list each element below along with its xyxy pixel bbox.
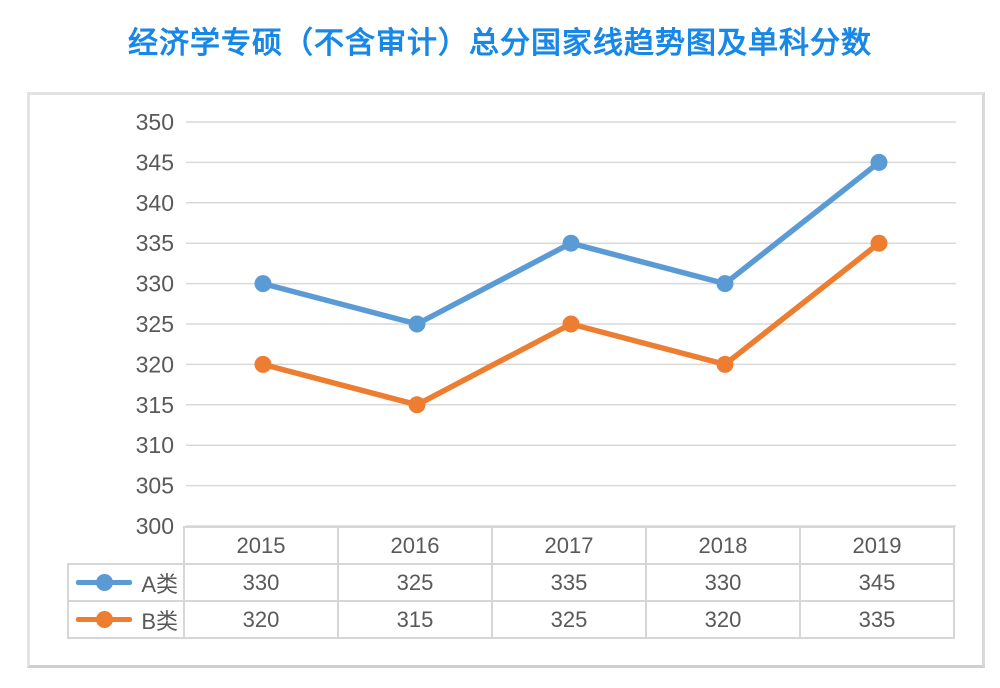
- series-a-label: A类: [141, 571, 178, 597]
- table-cell: 330: [645, 563, 801, 602]
- table-cell: 315: [337, 600, 493, 639]
- year-header: 2015: [183, 526, 339, 565]
- data-point-B类-2018: [716, 355, 734, 373]
- table-cell: 320: [183, 600, 339, 639]
- year-header: 2016: [337, 526, 493, 565]
- table-cell: 325: [491, 600, 647, 639]
- legend-cell-series-a: A类: [67, 563, 185, 602]
- table-header-row: 2015 2016 2017 2018 2019: [68, 526, 955, 565]
- y-axis-tick-label: 350: [136, 109, 174, 135]
- data-point-B类-2017: [562, 315, 580, 333]
- y-axis-tick-label: 325: [136, 311, 174, 337]
- data-point-B类-2016: [408, 396, 426, 414]
- table-cell: 335: [491, 563, 647, 602]
- series-b-line-marker-icon: [76, 611, 132, 629]
- table-cell: 330: [183, 563, 339, 602]
- year-header: 2019: [799, 526, 955, 565]
- data-point-A类-2017: [562, 234, 580, 252]
- series-a-line-marker-icon: [76, 574, 132, 592]
- data-point-A类-2016: [408, 315, 426, 333]
- table-corner-blank: [68, 527, 184, 564]
- table-cell: 345: [799, 563, 955, 602]
- y-axis-tick-label: 315: [136, 392, 174, 418]
- year-header: 2018: [645, 526, 801, 565]
- chart-container: 350 345 340 335 330 325 320 315 310 305 300 2015 2…: [27, 92, 985, 668]
- line-chart: 350 345 340 335 330 325 320 315 310 305 300: [136, 109, 956, 539]
- table-cell: 320: [645, 600, 801, 639]
- y-axis-tick-label: 345: [136, 149, 174, 175]
- chart-data-table: 2015 2016 2017 2018 2019 A类: [67, 526, 955, 639]
- y-axis-tick-label: 330: [136, 271, 174, 297]
- y-axis-tick-label: 320: [136, 351, 174, 377]
- y-axis-tick-label: 310: [136, 432, 174, 458]
- y-axis-tick-label: 340: [136, 190, 174, 216]
- table-cell: 335: [799, 600, 955, 639]
- series-b-label: B类: [141, 608, 178, 634]
- page-title: 经济学专硕（不含审计）总分国家线趋势图及单科分数: [128, 27, 872, 60]
- data-point-B类-2015: [254, 355, 272, 373]
- data-point-A类-2019: [870, 153, 888, 171]
- table-cell: 325: [337, 563, 493, 602]
- y-axis-tick-label: 335: [136, 230, 174, 256]
- table-row-series-a: A类 330 325 335 330 345: [67, 563, 955, 602]
- year-header: 2017: [491, 526, 647, 565]
- data-point-A类-2015: [254, 275, 272, 293]
- y-axis-tick-label: 300: [136, 513, 174, 539]
- data-point-A类-2018: [716, 275, 734, 293]
- data-point-B类-2019: [870, 234, 888, 252]
- table-row-series-b: B类 320 315 325 320 335: [67, 600, 955, 639]
- y-axis-tick-label: 305: [136, 473, 174, 499]
- legend-cell-series-b: B类: [67, 600, 185, 639]
